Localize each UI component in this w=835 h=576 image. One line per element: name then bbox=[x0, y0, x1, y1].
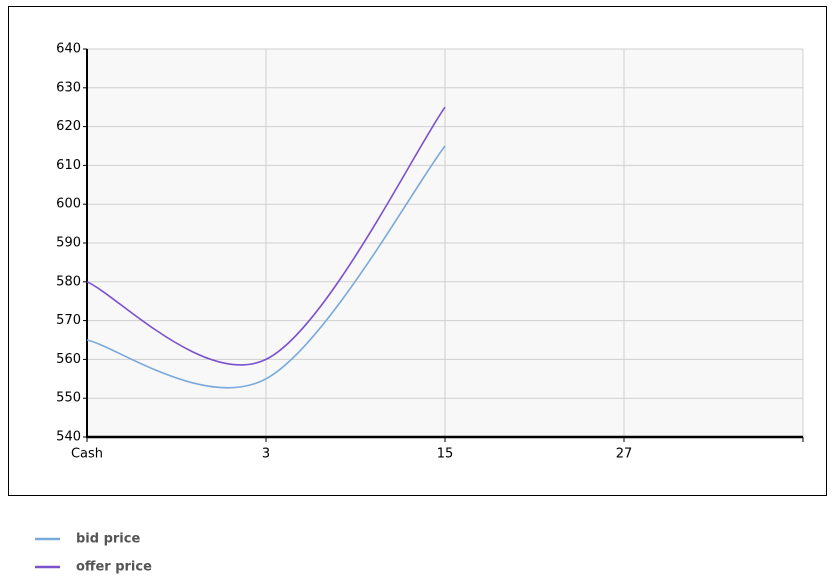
y-tick-label: 560 bbox=[56, 352, 81, 367]
x-tick-label: 3 bbox=[262, 447, 270, 462]
y-tick-label: 580 bbox=[56, 274, 81, 289]
x-tick-label: Cash bbox=[71, 447, 103, 462]
y-tick-label: 550 bbox=[56, 391, 81, 406]
x-tick-label: 15 bbox=[437, 447, 454, 462]
y-tick-label: 540 bbox=[56, 430, 81, 445]
y-tick-label: 570 bbox=[56, 313, 81, 328]
y-tick-label: 620 bbox=[56, 119, 81, 134]
y-tick-label: 630 bbox=[56, 80, 81, 95]
series-line bbox=[86, 145, 446, 389]
y-tick-label: 590 bbox=[56, 236, 81, 251]
legend-label: bid price bbox=[76, 532, 140, 547]
y-tick-label: 600 bbox=[56, 197, 81, 212]
x-tick-label: 27 bbox=[616, 447, 633, 462]
legend-label: offer price bbox=[76, 560, 152, 575]
y-tick-label: 610 bbox=[56, 158, 81, 173]
y-tick-label: 640 bbox=[56, 42, 81, 57]
series-line bbox=[86, 106, 446, 366]
